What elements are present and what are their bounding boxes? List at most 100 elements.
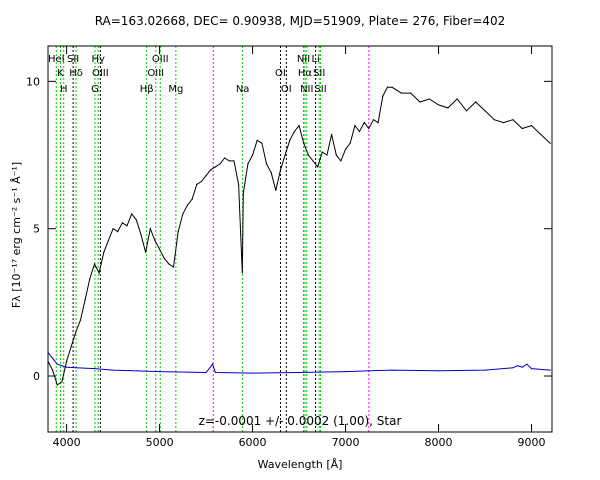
line-marker-label-0: K	[57, 68, 64, 79]
series-0-point-83	[465, 110, 468, 112]
x-axis-ticks: 4000 5000 6000 7000 8000 9000	[53, 46, 546, 449]
series-0-point-19	[135, 219, 137, 221]
series-0-point-8	[84, 298, 86, 301]
series-1-point-19	[516, 365, 519, 367]
series-0-point-71	[372, 119, 375, 121]
series-0-point-34	[205, 175, 207, 177]
series-line-1	[47, 352, 551, 374]
series-0-point-24	[158, 248, 161, 250]
series-0-point-68	[358, 130, 361, 133]
series-0-point-30	[186, 204, 189, 206]
series-1-point-2	[56, 363, 58, 365]
series-1-point-14	[344, 370, 347, 373]
series-0-point-1	[52, 369, 54, 371]
series-0-point-28	[177, 231, 179, 233]
series-0-point-48	[265, 163, 268, 165]
series-0-point-69	[363, 122, 365, 124]
line-marker-label-18: NII	[300, 84, 313, 95]
series-0-point-11	[98, 272, 100, 274]
series-1-point-23	[549, 369, 551, 371]
series-0-point-51	[279, 169, 282, 171]
series-0-point-64	[340, 160, 342, 162]
series-0-point-25	[163, 257, 165, 259]
series-1-point-18	[512, 367, 514, 369]
series-1-point-10	[211, 363, 214, 365]
series-0-point-6	[75, 331, 77, 333]
series-0-point-58	[312, 160, 314, 162]
series-0-point-47	[261, 142, 263, 144]
series-1-point-20	[521, 366, 523, 368]
series-1-point-16	[437, 370, 440, 372]
series-0-point-21	[145, 251, 147, 253]
y-tick-label-1: 5	[33, 223, 40, 236]
line-marker-label-13: Na	[236, 84, 250, 95]
series-0-point-57	[307, 154, 309, 156]
series-0-point-89	[521, 127, 523, 130]
series-0-point-88	[512, 119, 514, 121]
line-marker-label-3: SII	[67, 54, 79, 65]
line-marker-label-8: Hβ	[140, 84, 154, 95]
line-marker-label-15: OI	[281, 84, 292, 95]
line-marker-label-20: SII	[314, 84, 326, 95]
series-1-point-17	[484, 369, 486, 371]
series-0-point-29	[182, 213, 184, 215]
series-0-point-12	[103, 251, 105, 253]
series-0-point-59	[317, 166, 319, 168]
series-0-point-9	[89, 278, 91, 280]
series-0-point-18	[131, 213, 133, 215]
series-0-point-38	[224, 157, 226, 159]
line-marker-label-19: SII	[313, 68, 325, 79]
series-0-point-49	[270, 172, 272, 174]
series-0-point-26	[168, 263, 170, 265]
series-0-point-40	[233, 160, 235, 162]
series-1-point-5	[75, 367, 77, 369]
series-0-point-41	[238, 183, 240, 186]
series-0-point-16	[121, 222, 123, 224]
series-0-point-53	[289, 139, 291, 141]
series-0-point-63	[335, 154, 337, 156]
series-1-point-21	[526, 363, 528, 365]
series-0-point-44	[247, 163, 249, 165]
series-0-point-54	[293, 130, 296, 133]
series-0-point-31	[191, 198, 193, 200]
series-0-point-91	[540, 133, 542, 135]
series-0-point-73	[382, 95, 384, 97]
series-0-point-36	[214, 166, 216, 168]
series-0-point-37	[219, 163, 221, 165]
series-0-point-75	[391, 86, 393, 88]
series-1-point-8	[158, 370, 161, 373]
series-0-point-92	[549, 142, 551, 144]
series-0-point-77	[410, 92, 412, 94]
series-0-point-56	[303, 142, 305, 144]
x-tick-label-0: 4000	[53, 436, 81, 449]
series-1-point-6	[93, 368, 96, 370]
x-axis-label: Wavelength [Å]	[258, 458, 343, 471]
line-marker-label-2: HeI	[48, 54, 65, 65]
series-0-point-43	[242, 192, 244, 194]
series-0-point-76	[400, 92, 402, 94]
series-1-point-7	[112, 369, 114, 371]
line-marker-label-17: Hα	[298, 68, 313, 79]
series-1-point-9	[205, 371, 207, 374]
series-0-point-60	[321, 151, 323, 153]
series-0-point-20	[140, 233, 142, 236]
series-0-point-22	[149, 228, 151, 230]
series-0-point-87	[503, 122, 505, 124]
series-1-point-15	[391, 369, 393, 371]
series-0-point-4	[65, 360, 68, 362]
series-0-point-90	[530, 124, 533, 127]
series-line-0	[47, 86, 551, 386]
series-group	[47, 86, 551, 386]
series-0-point-62	[331, 133, 333, 135]
series-0-point-84	[475, 101, 477, 103]
x-tick-label-3: 7000	[332, 436, 360, 449]
series-0-point-14	[112, 228, 114, 230]
series-0-point-27	[172, 266, 175, 268]
series-1-point-4	[65, 366, 68, 368]
line-marker-label-11: Mg	[168, 84, 183, 95]
series-1-point-22	[530, 368, 533, 370]
series-0-point-45	[251, 154, 254, 156]
series-0-point-7	[79, 319, 82, 321]
line-marker-label-16: NII	[297, 54, 310, 65]
